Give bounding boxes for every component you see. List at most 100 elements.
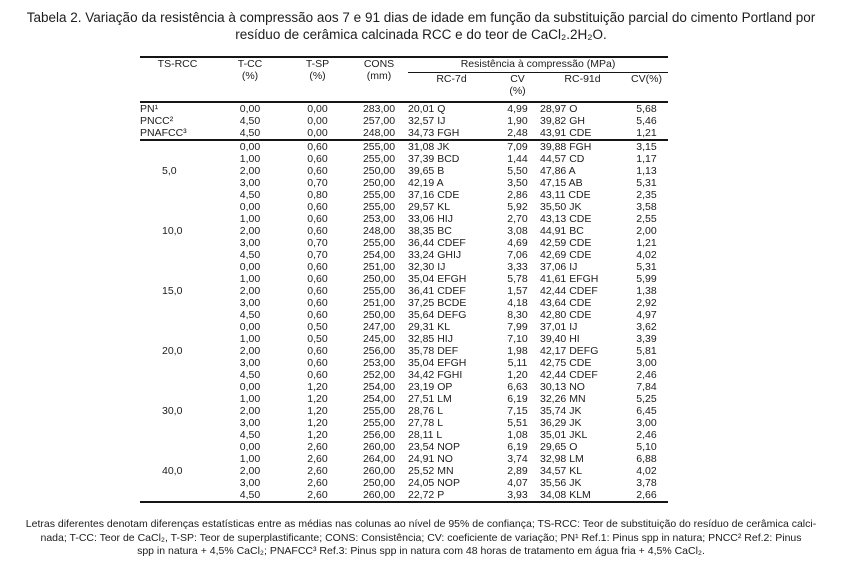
t-cc-cell: 4,50 bbox=[239, 369, 261, 381]
table-row: 15,0 2,00 0,60 255,00 36,41 CDEF 1,57 42,44 CD… bbox=[140, 285, 668, 297]
data-table: TS-RCC T-CC (%) T-SP (%) CONS (mm) Resis… bbox=[140, 56, 669, 503]
cv-7d-cell: 5,78 bbox=[507, 273, 528, 285]
ts-rcc-cell bbox=[140, 417, 215, 429]
t-cc-cell: 0,00 bbox=[239, 441, 261, 453]
ts-rcc-cell bbox=[140, 429, 215, 441]
ts-rcc-cell bbox=[140, 381, 215, 393]
table-row: 4,50 0,60 252,00 34,42 FGHI 1,20 42,44 CDEF 2,… bbox=[140, 369, 668, 381]
rc-7d-cell: 38,35 BC bbox=[408, 225, 452, 237]
t-cc-cell: 3,00 bbox=[239, 477, 261, 489]
cv-7d-cell: 7,09 bbox=[507, 141, 528, 153]
cv-91d-cell: 2,46 bbox=[636, 369, 657, 381]
t-sp-cell: 0,60 bbox=[307, 141, 328, 153]
ts-rcc-cell bbox=[140, 153, 215, 165]
table-row: 1,00 1,20 254,00 27,51 LM 6,19 32,26 MN 5,25 bbox=[140, 393, 668, 405]
t-cc-cell: 2,00 bbox=[239, 405, 261, 417]
rc-7d-cell: 22,72 P bbox=[408, 489, 445, 501]
cv-7d-cell: 3,50 bbox=[507, 177, 528, 189]
table-row: 10,0 2,00 0,60 248,00 38,35 BC 3,08 44,91 BC 2,… bbox=[140, 225, 668, 237]
col-header-t-sp-label: T-SP bbox=[305, 58, 330, 70]
table-row: 30,0 2,00 1,20 255,00 28,76 L 7,15 35,74 JK 6,4… bbox=[140, 405, 668, 417]
cv-91d-cell: 6,45 bbox=[636, 405, 657, 417]
data-table-wrapper: TS-RCC T-CC (%) T-SP (%) CONS (mm) Resis… bbox=[140, 56, 669, 503]
t-sp-cell: 0,60 bbox=[307, 357, 328, 369]
t-sp-cell: 0,60 bbox=[307, 153, 328, 165]
table-row: 3,00 0,60 253,00 35,04 EFGH 5,11 42,75 CDE 3,0… bbox=[140, 357, 668, 369]
cv-91d-cell: 2,55 bbox=[636, 213, 657, 225]
t-sp-cell: 0,00 bbox=[285, 127, 350, 141]
table-row: 0,00 2,60 260,00 23,54 NOP 6,19 29,65 O 5,10 bbox=[140, 441, 668, 453]
ts-rcc-cell bbox=[140, 357, 215, 369]
rc-7d-cell: 29,57 KL bbox=[408, 201, 451, 213]
rc-91d-cell: 35,50 JK bbox=[540, 201, 582, 213]
rc-7d-cell: 23,19 OP bbox=[408, 381, 453, 393]
t-cc-cell: 3,00 bbox=[239, 357, 261, 369]
cons-cell: 253,00 bbox=[362, 357, 396, 369]
t-cc-cell: 4,50 bbox=[239, 249, 261, 261]
table-row: 1,00 0,60 250,00 35,04 EFGH 5,78 41,61 EFGH 5,… bbox=[140, 273, 668, 285]
cv-91d-cell: 5,81 bbox=[636, 345, 657, 357]
cv-91d-cell: 2,66 bbox=[636, 489, 657, 501]
cv-91d-cell: 2,35 bbox=[636, 189, 657, 201]
rc-7d-cell: 32,85 HIJ bbox=[408, 333, 453, 345]
ts-rcc-cell bbox=[140, 369, 215, 381]
rc-91d-cell: 39,88 FGH bbox=[540, 141, 592, 153]
col-header-cv-91d: CV(%) bbox=[631, 73, 662, 85]
cv-91d-cell: 1,21 bbox=[625, 127, 669, 141]
cons-cell: 256,00 bbox=[362, 429, 396, 441]
cons-cell: 255,00 bbox=[362, 285, 396, 297]
rc-91d-cell: 35,01 JKL bbox=[540, 429, 588, 441]
cons-cell: 260,00 bbox=[362, 441, 396, 453]
footnote-line1: Letras diferentes denotam diferenças est… bbox=[25, 518, 817, 530]
cv-91d-cell: 1,38 bbox=[636, 285, 657, 297]
t-sp-cell: 2,60 bbox=[307, 441, 328, 453]
col-header-cons: CONS (mm) bbox=[350, 57, 408, 102]
cons-cell: 255,00 bbox=[362, 417, 396, 429]
rc-91d-cell: 41,61 EFGH bbox=[540, 273, 599, 285]
col-header-cv-7d: CV (%) bbox=[495, 73, 540, 103]
ts-rcc-cell bbox=[140, 393, 215, 405]
ts-rcc-cell bbox=[140, 249, 215, 261]
ts-rcc-cell bbox=[140, 489, 215, 502]
t-sp-cell: 0,60 bbox=[307, 225, 328, 237]
cv-7d-cell: 3,93 bbox=[507, 489, 528, 501]
table-row: 4,50 0,70 254,00 33,24 GHIJ 7,06 42,69 CDE 4,0… bbox=[140, 249, 668, 261]
ts-rcc-cell bbox=[140, 297, 215, 309]
cons-cell: 251,00 bbox=[362, 297, 396, 309]
header-row-1: TS-RCC T-CC (%) T-SP (%) CONS (mm) Resis… bbox=[140, 57, 669, 82]
table-row: PNCC² 4,50 0,00 257,00 32,57 IJ 1,90 39,82 GH 5… bbox=[140, 115, 668, 127]
cv-7d-cell: 1,44 bbox=[507, 153, 528, 165]
ts-rcc-cell: 15,0 bbox=[162, 285, 183, 297]
rc-7d-cell: 25,52 MN bbox=[408, 465, 454, 477]
col-header-t-sp: T-SP (%) bbox=[285, 57, 350, 102]
rc-7d-cell: 24,05 NOP bbox=[408, 477, 460, 489]
cv-7d-cell: 4,18 bbox=[507, 297, 528, 309]
cv-7d-cell: 6,19 bbox=[507, 441, 528, 453]
t-sp-cell: 0,50 bbox=[307, 321, 328, 333]
table-row: 0,00 0,50 247,00 29,31 KL 7,99 37,01 IJ 3,62 bbox=[140, 321, 668, 333]
t-sp-cell: 0,60 bbox=[307, 285, 328, 297]
cv-91d-cell: 2,00 bbox=[636, 225, 657, 237]
t-sp-cell: 0,50 bbox=[307, 333, 328, 345]
col-header-cv-7d-label: CV bbox=[510, 73, 525, 85]
cons-cell: 283,00 bbox=[362, 103, 396, 115]
cv-7d-cell: 4,69 bbox=[507, 237, 528, 249]
t-sp-cell: 0,00 bbox=[307, 103, 328, 115]
rc-91d-cell: 42,80 CDE bbox=[540, 309, 592, 321]
table-row: 4,50 2,60 260,00 22,72 P 3,93 34,08 KLM 2,66 bbox=[140, 489, 668, 502]
cv-7d-cell: 1,98 bbox=[507, 345, 528, 357]
cv-91d-cell: 7,84 bbox=[636, 381, 657, 393]
t-cc-cell: 2,00 bbox=[239, 345, 261, 357]
t-sp-cell: 1,20 bbox=[307, 417, 328, 429]
col-header-t-sp-unit: (%) bbox=[309, 70, 326, 82]
cv-91d-cell: 6,88 bbox=[636, 453, 657, 465]
rc-7d-cell: 29,31 KL bbox=[408, 321, 451, 333]
cons-cell: 250,00 bbox=[362, 165, 396, 177]
t-sp-cell: 0,60 bbox=[307, 201, 328, 213]
t-sp-cell: 0,70 bbox=[307, 237, 328, 249]
footnote-line3: spp in natura + 4,5% CaCl₂; PNAFCC³ Ref.… bbox=[137, 545, 705, 557]
rc-91d-cell: 42,59 CDE bbox=[540, 237, 592, 249]
t-cc-cell: 2,00 bbox=[239, 465, 261, 477]
cv-91d-cell: 4,97 bbox=[636, 309, 657, 321]
t-cc-cell: 4,50 bbox=[239, 189, 261, 201]
